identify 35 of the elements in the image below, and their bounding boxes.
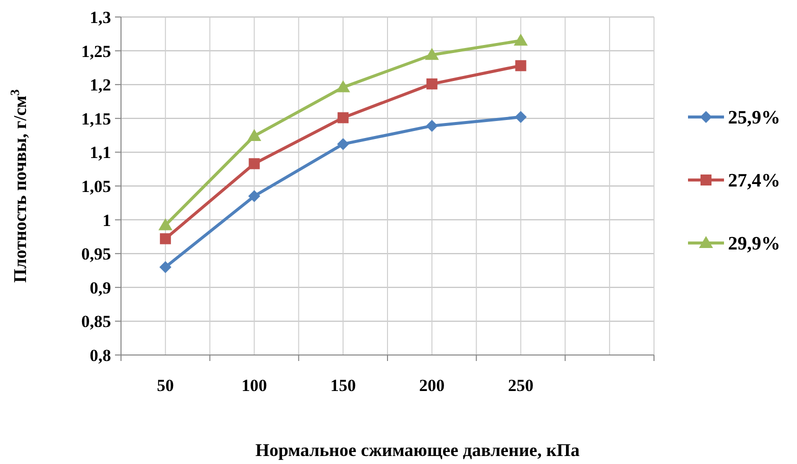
point: [338, 112, 349, 124]
y-tick-label: 1,2: [90, 76, 111, 95]
y-tick-label: 1,1: [90, 143, 111, 162]
point: [248, 190, 260, 202]
point: [336, 80, 350, 92]
y-tick-label: 1,25: [81, 42, 111, 61]
point: [426, 78, 438, 90]
y-tick-label: 1,05: [81, 176, 111, 196]
point: [514, 111, 527, 124]
y-tick-label: 0,95: [81, 244, 111, 264]
y-tick-label: 0,8: [90, 346, 111, 365]
x-tick-label: 200: [419, 376, 445, 395]
y-tick-label: 1,3: [90, 8, 111, 27]
point: [248, 158, 260, 170]
point: [159, 261, 172, 274]
point: [514, 34, 528, 46]
legend-label: 27,4%: [728, 170, 780, 192]
legend-label: 25,9%: [728, 108, 780, 129]
x-tick-label: 100: [242, 376, 267, 395]
y-tick-label: 0,9: [90, 278, 111, 298]
x-tick-label: 50: [156, 376, 174, 395]
x-tick-label: 250: [508, 376, 534, 395]
point: [160, 233, 171, 244]
y-tick-label: 1: [102, 210, 111, 230]
point: [337, 138, 350, 150]
point: [515, 60, 526, 72]
y-tick-label: 0,85: [81, 312, 111, 332]
y-tick-label: 1,15: [81, 109, 111, 128]
x-axis-title: Нормальное сжимающее давление, кПа: [255, 440, 580, 460]
point: [247, 128, 262, 141]
point: [424, 48, 439, 60]
point: [426, 120, 438, 132]
x-tick-label: 150: [330, 376, 356, 395]
legend-label: 29,9%: [728, 234, 780, 255]
point: [158, 218, 172, 230]
